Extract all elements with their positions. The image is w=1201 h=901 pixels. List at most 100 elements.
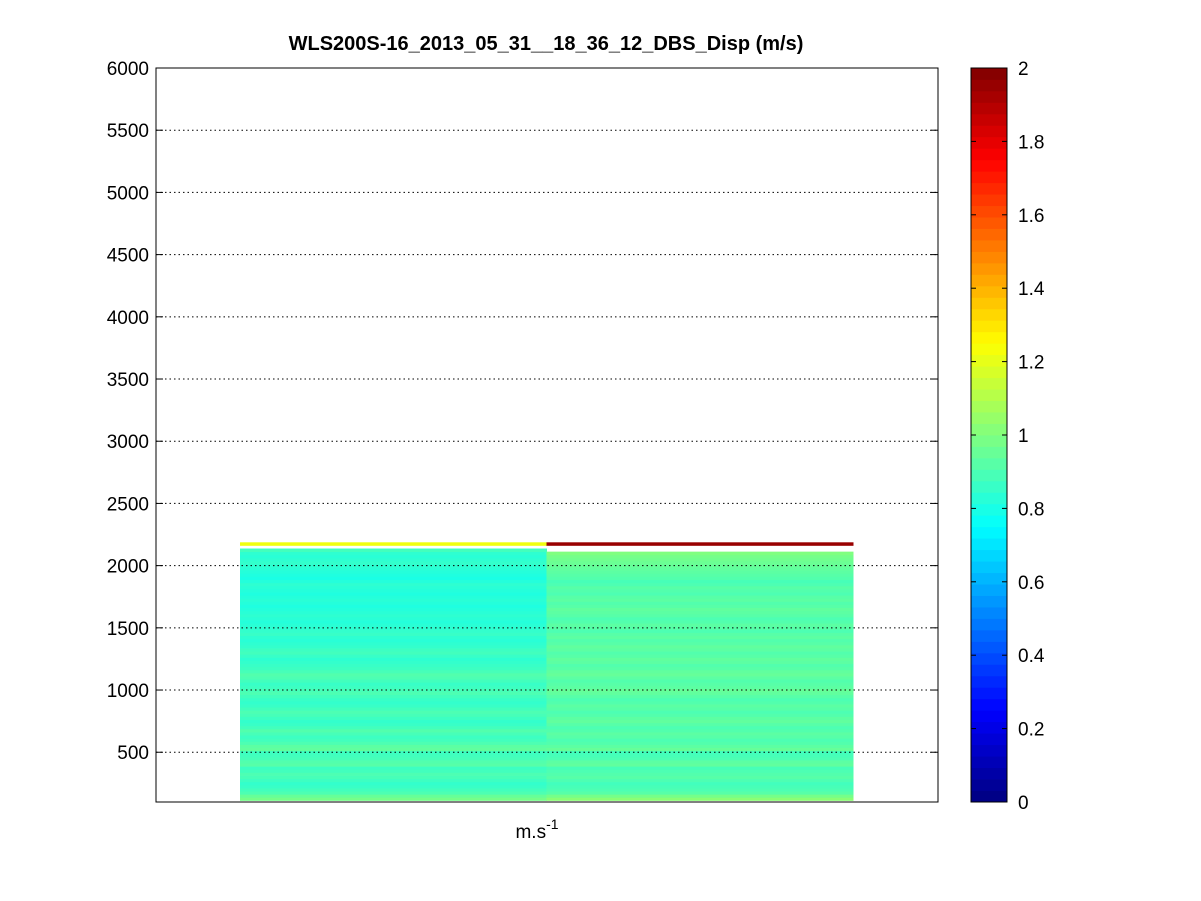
heatmap-cell	[546, 784, 854, 789]
heatmap-cell	[546, 648, 854, 652]
heatmap-cell	[546, 710, 854, 714]
heatmap-cell	[546, 791, 854, 795]
heatmap-cell	[240, 542, 547, 546]
colorbar-tick-label: 0	[1018, 793, 1029, 814]
heatmap-cell	[240, 626, 547, 630]
heatmap-cell	[240, 781, 547, 786]
heatmap-cell	[240, 704, 547, 708]
heatmap-cell	[546, 716, 854, 720]
heatmap-cell	[240, 750, 547, 755]
heatmap-cell	[240, 741, 547, 745]
heatmap-cell	[240, 579, 547, 584]
colorbar-segment	[971, 664, 1007, 677]
heatmap-cell	[240, 672, 547, 677]
heatmap-cell	[240, 784, 547, 789]
heatmap-cell	[240, 595, 547, 599]
colorbar-tick-label: 0.6	[1018, 573, 1044, 594]
heatmap-cell	[546, 570, 854, 574]
heatmap-cell	[546, 576, 854, 581]
colorbar-segment	[971, 515, 1007, 528]
colorbar-segment	[971, 400, 1007, 413]
heatmap-cell	[240, 551, 547, 556]
y-tick-label: 6000	[107, 59, 149, 80]
colorbar-segment	[971, 68, 1007, 80]
heatmap-cell	[546, 588, 854, 593]
colorbar-segment	[971, 698, 1007, 711]
heatmap-cell	[240, 769, 547, 773]
heatmap-cell	[240, 688, 547, 692]
heatmap-cell	[546, 679, 854, 683]
heatmap-cell	[546, 660, 854, 664]
heatmap-cell	[546, 685, 854, 689]
heatmap-cell	[546, 682, 854, 686]
heatmap-cell	[240, 756, 547, 761]
heatmap-cell	[546, 719, 854, 724]
heatmap-cell	[240, 735, 547, 739]
heatmap-cell	[240, 713, 547, 717]
colorbar-segment	[971, 102, 1007, 115]
heatmap-cell	[240, 691, 547, 696]
colorbar-segment	[971, 136, 1007, 149]
heatmap-cell	[240, 629, 547, 633]
colorbar-segment	[971, 171, 1007, 184]
heatmap-cell	[240, 607, 547, 612]
colorbar-segment	[971, 262, 1007, 275]
colorbar-segment	[971, 446, 1007, 459]
y-tick-label: 4000	[107, 308, 149, 329]
heatmap-cell	[546, 732, 854, 736]
heatmap-cell	[546, 613, 854, 618]
heatmap-cell	[240, 585, 547, 590]
heatmap-cell	[240, 592, 547, 596]
y-gridlines	[156, 67, 938, 753]
heatmap-cell	[240, 716, 547, 720]
colorbar-segment	[971, 182, 1007, 195]
x-axis-label-base: m.s	[515, 822, 546, 843]
colorbar-segment	[971, 687, 1007, 700]
heatmap-cell	[546, 763, 854, 767]
heatmap-cell	[240, 791, 547, 795]
heatmap-cell	[240, 788, 547, 792]
heatmap-cell	[240, 728, 547, 733]
axes-box	[155, 67, 939, 803]
colorbar-segment	[971, 274, 1007, 287]
heatmap-cell	[240, 778, 547, 783]
x-axis-label: m.s-1	[515, 816, 558, 843]
colorbar-segment	[971, 607, 1007, 619]
heatmap-cell	[240, 744, 547, 748]
colorbar-segment	[971, 549, 1007, 562]
y-tick-label: 500	[117, 743, 149, 764]
colorbar-segment	[971, 285, 1007, 298]
colorbar-segment	[971, 721, 1007, 734]
heatmap-cell	[240, 666, 547, 671]
colorbar-segment	[971, 354, 1007, 367]
heatmap-cell	[240, 710, 547, 714]
heatmap-cell	[240, 613, 547, 618]
heatmap-cell	[546, 564, 854, 568]
heatmap-cell	[240, 682, 547, 686]
heatmap-cell	[240, 635, 547, 640]
heatmap-cell	[240, 697, 547, 702]
heatmap-cell	[240, 604, 547, 609]
colorbar-segment	[971, 331, 1007, 344]
heatmap-cell	[546, 781, 854, 786]
heatmap-cell	[240, 576, 547, 581]
heatmap-cell	[240, 644, 547, 649]
heatmap-cell	[240, 623, 547, 627]
y-tick-label: 1000	[107, 681, 149, 702]
heatmap-cell	[546, 632, 854, 637]
y-tick-label: 5000	[107, 183, 149, 204]
y-tick-label: 4500	[107, 246, 149, 267]
heatmap-cell	[240, 732, 547, 736]
colorbar-segment	[971, 113, 1007, 126]
heatmap-cell	[240, 638, 547, 643]
colorbar-segment	[971, 217, 1007, 229]
colorbar-segment	[971, 159, 1007, 172]
colorbar-segment	[971, 733, 1007, 746]
colorbar-segment	[971, 366, 1007, 379]
colorbar-segment	[971, 343, 1007, 356]
heatmap-cell	[240, 775, 547, 780]
heatmap-cell	[240, 616, 547, 621]
colorbar-segment	[971, 125, 1007, 138]
colorbar-tick-label: 2	[1018, 59, 1029, 80]
heatmap-cell	[240, 641, 547, 646]
